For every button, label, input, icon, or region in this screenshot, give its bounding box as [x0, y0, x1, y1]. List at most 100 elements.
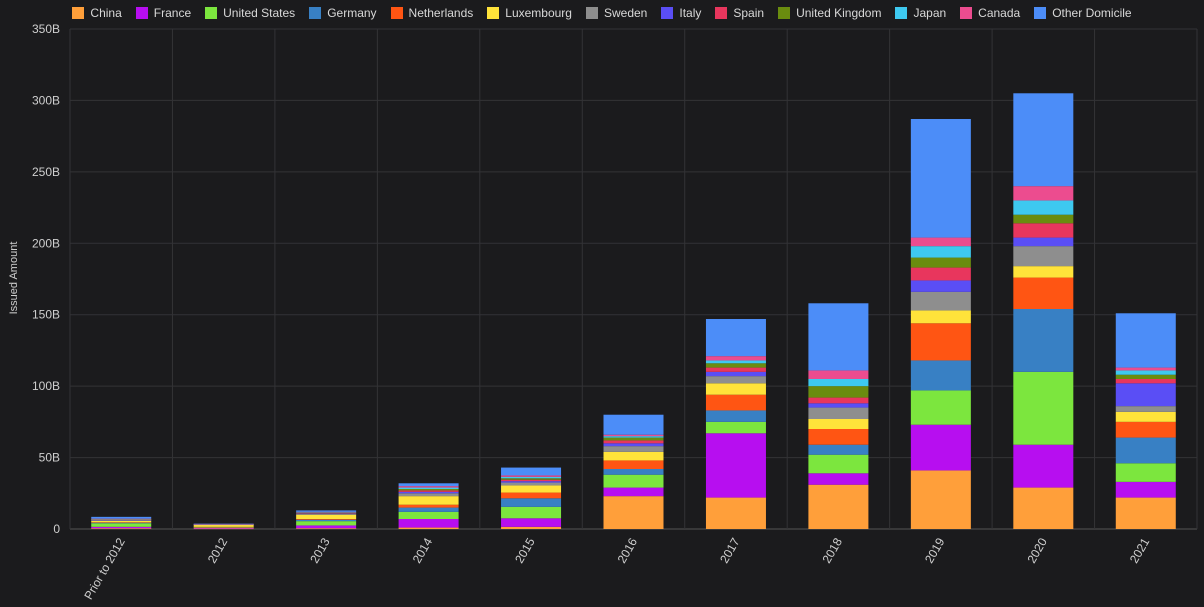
bar-segment-canada-2015[interactable] — [501, 475, 562, 477]
legend-item-united-states[interactable]: United States — [205, 6, 295, 20]
bar-segment-united-states-2020[interactable] — [1013, 371, 1074, 445]
bar-segment-united-states-2014[interactable] — [398, 511, 459, 519]
bar-segment-netherlands-prior-to-2012[interactable] — [91, 522, 152, 523]
bar-segment-sweden-2021[interactable] — [1115, 406, 1176, 412]
bar-segment-italy-2021[interactable] — [1115, 383, 1176, 407]
bar-segment-italy-prior-to-2012[interactable] — [91, 519, 152, 521]
bar-segment-netherlands-2012[interactable] — [193, 526, 254, 528]
bar-segment-canada-2014[interactable] — [398, 486, 459, 488]
bar-segment-france-2013[interactable] — [296, 525, 357, 529]
bar-segment-netherlands-2019[interactable] — [910, 323, 971, 361]
legend-item-sweden[interactable]: Sweden — [585, 6, 647, 20]
bar-segment-other-domicile-2014[interactable] — [398, 483, 459, 487]
bar-segment-united-states-prior-to-2012[interactable] — [91, 523, 152, 527]
bar-segment-germany-2014[interactable] — [398, 507, 459, 512]
bar-segment-france-2017[interactable] — [705, 433, 766, 498]
legend-item-china[interactable]: China — [72, 6, 122, 20]
bar-segment-united-kingdom-2013[interactable] — [296, 512, 357, 514]
bar-segment-sweden-2013[interactable] — [296, 514, 357, 515]
bar-segment-luxembourg-prior-to-2012[interactable] — [91, 520, 152, 523]
legend-item-luxembourg[interactable]: Luxembourg — [487, 6, 572, 20]
bar-segment-sweden-2018[interactable] — [808, 407, 869, 419]
bar-segment-china-2012[interactable] — [193, 528, 254, 530]
bar-segment-spain-2018[interactable] — [808, 397, 869, 404]
bar-segment-italy-2017[interactable] — [705, 371, 766, 377]
bar-segment-japan-2021[interactable] — [1115, 370, 1176, 375]
bar-segment-netherlands-2013[interactable] — [296, 519, 357, 520]
bar-segment-china-2017[interactable] — [705, 497, 766, 529]
bar-segment-germany-prior-to-2012[interactable] — [91, 522, 152, 524]
bar-segment-canada-prior-to-2012[interactable] — [91, 518, 152, 520]
bar-segment-luxembourg-2016[interactable] — [603, 451, 664, 461]
bar-segment-china-prior-to-2012[interactable] — [91, 528, 152, 529]
bar-segment-italy-2014[interactable] — [398, 491, 459, 494]
legend-item-netherlands[interactable]: Netherlands — [390, 6, 473, 20]
bar-segment-germany-2017[interactable] — [705, 410, 766, 422]
bar-segment-italy-2018[interactable] — [808, 403, 869, 408]
bar-segment-united-kingdom-2016[interactable] — [603, 437, 664, 441]
bar-segment-other-domicile-2017[interactable] — [705, 319, 766, 357]
bar-segment-spain-2020[interactable] — [1013, 223, 1074, 238]
bar-segment-canada-2016[interactable] — [603, 434, 664, 437]
bar-segment-spain-2017[interactable] — [705, 367, 766, 372]
bar-segment-netherlands-2015[interactable] — [501, 492, 562, 499]
bar-segment-other-domicile-2019[interactable] — [910, 119, 971, 238]
bar-segment-china-2021[interactable] — [1115, 497, 1176, 529]
bar-segment-france-2020[interactable] — [1013, 444, 1074, 488]
bar-segment-luxembourg-2020[interactable] — [1013, 266, 1074, 278]
bar-segment-spain-2014[interactable] — [398, 490, 459, 492]
bar-segment-japan-2017[interactable] — [705, 360, 766, 364]
bar-segment-united-kingdom-2015[interactable] — [501, 478, 562, 480]
bar-segment-sweden-2015[interactable] — [501, 482, 562, 486]
legend-item-spain[interactable]: Spain — [715, 6, 764, 20]
bar-segment-sweden-prior-to-2012[interactable] — [91, 520, 152, 521]
bar-segment-netherlands-2018[interactable] — [808, 429, 869, 445]
bar-segment-japan-2020[interactable] — [1013, 200, 1074, 215]
bar-segment-united-kingdom-2017[interactable] — [705, 363, 766, 368]
bar-segment-united-kingdom-2019[interactable] — [910, 257, 971, 268]
bar-segment-spain-prior-to-2012[interactable] — [91, 519, 152, 521]
bar-segment-germany-2013[interactable] — [296, 519, 357, 522]
bar-segment-other-domicile-2016[interactable] — [603, 414, 664, 435]
bar-segment-china-2013[interactable] — [296, 528, 357, 529]
legend-item-france[interactable]: France — [135, 6, 191, 20]
bar-segment-other-domicile-2020[interactable] — [1013, 93, 1074, 187]
legend-item-canada[interactable]: Canada — [960, 6, 1020, 20]
bar-segment-luxembourg-2019[interactable] — [910, 310, 971, 324]
bar-segment-luxembourg-2012[interactable] — [193, 524, 254, 527]
bar-segment-luxembourg-2017[interactable] — [705, 383, 766, 395]
bar-segment-united-kingdom-2021[interactable] — [1115, 374, 1176, 379]
bar-segment-france-2016[interactable] — [603, 487, 664, 497]
bar-segment-china-2014[interactable] — [398, 527, 459, 529]
bar-segment-other-domicile-2012[interactable] — [193, 523, 254, 525]
bar-segment-other-domicile-2021[interactable] — [1115, 313, 1176, 368]
bar-segment-netherlands-2017[interactable] — [705, 394, 766, 411]
bar-segment-luxembourg-2018[interactable] — [808, 419, 869, 429]
bar-segment-japan-2018[interactable] — [808, 379, 869, 387]
bar-segment-united-states-2018[interactable] — [808, 454, 869, 474]
bar-segment-italy-2019[interactable] — [910, 280, 971, 292]
bar-segment-sweden-2020[interactable] — [1013, 246, 1074, 267]
bar-segment-germany-2020[interactable] — [1013, 309, 1074, 372]
bar-segment-united-kingdom-prior-to-2012[interactable] — [91, 519, 152, 520]
bar-segment-spain-2016[interactable] — [603, 440, 664, 444]
bar-segment-united-kingdom-2020[interactable] — [1013, 214, 1074, 224]
bar-segment-spain-2021[interactable] — [1115, 379, 1176, 384]
bar-segment-other-domicile-prior-to-2012[interactable] — [91, 516, 152, 519]
bar-segment-united-states-2019[interactable] — [910, 390, 971, 425]
bar-segment-germany-2019[interactable] — [910, 360, 971, 391]
bar-segment-japan-prior-to-2012[interactable] — [91, 519, 152, 520]
bar-segment-sweden-2019[interactable] — [910, 291, 971, 311]
bar-segment-united-kingdom-2014[interactable] — [398, 489, 459, 491]
bar-segment-japan-2013[interactable] — [296, 512, 357, 513]
bar-segment-germany-2015[interactable] — [501, 498, 562, 507]
bar-segment-sweden-2014[interactable] — [398, 493, 459, 497]
bar-segment-united-states-2013[interactable] — [296, 521, 357, 526]
bar-segment-france-2021[interactable] — [1115, 481, 1176, 498]
bar-segment-japan-2014[interactable] — [398, 487, 459, 489]
bar-segment-italy-2015[interactable] — [501, 481, 562, 483]
bar-segment-other-domicile-2013[interactable] — [296, 510, 357, 512]
bar-segment-luxembourg-2013[interactable] — [296, 514, 357, 519]
bar-segment-italy-2016[interactable] — [603, 443, 664, 447]
bar-segment-china-2016[interactable] — [603, 496, 664, 529]
